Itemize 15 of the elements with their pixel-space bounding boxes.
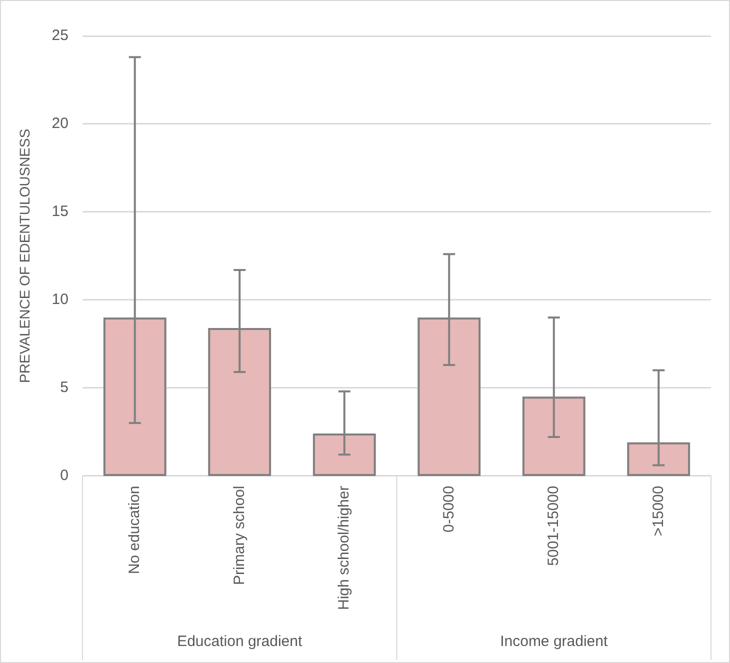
text: Income gradient — [500, 633, 608, 650]
x-tick-label: No education — [126, 486, 143, 574]
x-tick-label: >15000 — [650, 486, 667, 536]
x-tick-label: 0-5000 — [440, 486, 458, 532]
y-tick-label: 5 — [60, 378, 68, 396]
y-tick-label: 0 — [60, 466, 68, 484]
text: Education gradient — [177, 633, 303, 650]
y-tick-label: 15 — [52, 203, 68, 220]
y-tick-label: 10 — [52, 290, 68, 308]
y-tick-label: 25 — [52, 27, 68, 44]
y-axis-title: PREVALENCE OF EDENTULOUSNESS — [16, 128, 32, 383]
x-tick-label: 5001-15000 — [545, 486, 562, 566]
y-tick-label: 20 — [52, 115, 68, 132]
x-tick-label: High school/higher — [336, 486, 353, 610]
x-tick-label: Primary school — [230, 486, 248, 585]
